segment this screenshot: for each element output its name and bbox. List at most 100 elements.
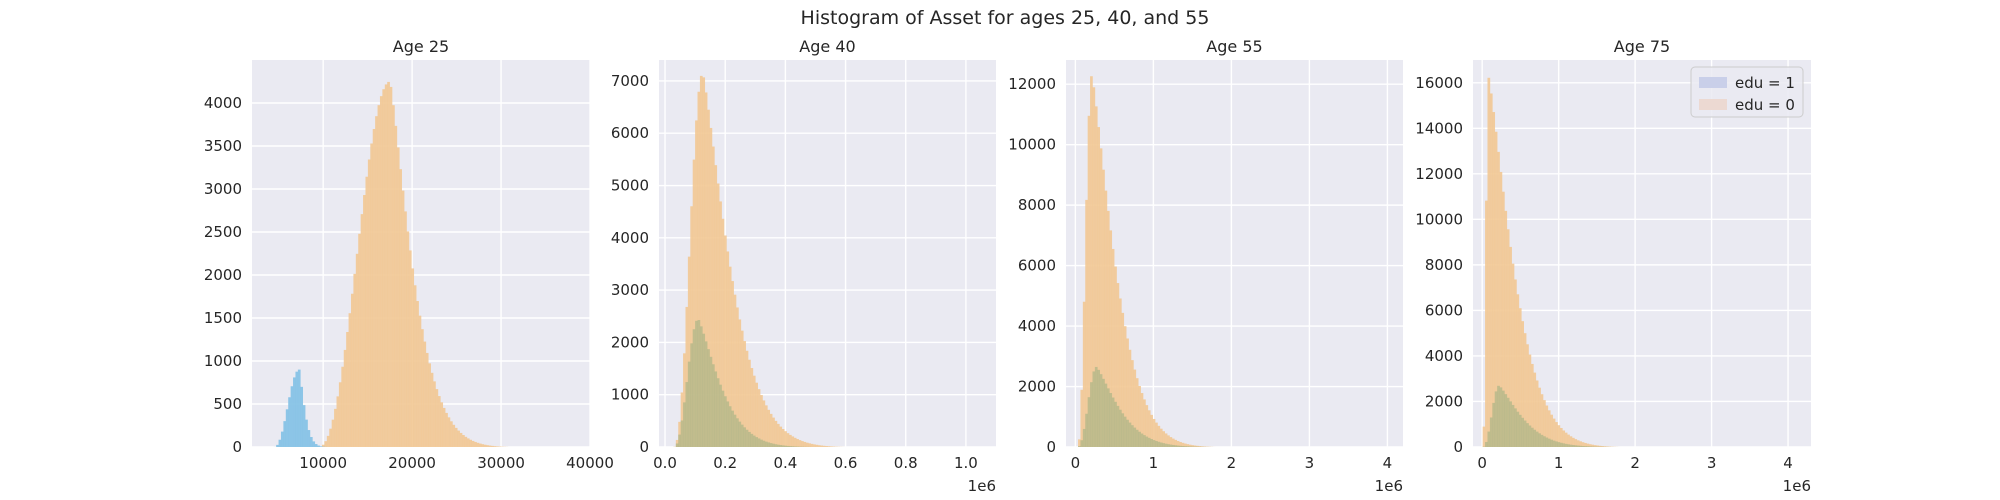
y-tick-label: 1500 [204, 309, 242, 327]
histogram-bar-edu0 [1159, 428, 1163, 447]
histogram-bar-edu0 [793, 437, 797, 447]
y-tick-label: 8000 [1018, 196, 1056, 214]
series-histogram-bar-edu1 [673, 320, 814, 447]
histogram-bar-edu0 [827, 446, 831, 447]
histogram-bar-edu0 [1487, 77, 1491, 448]
histogram-bar-edu0 [445, 412, 448, 447]
histogram-bar-edu0 [1581, 442, 1585, 447]
histogram-bar-edu1 [1509, 401, 1512, 447]
histogram-bar-edu1 [764, 441, 768, 447]
histogram-bar-edu1 [1485, 441, 1488, 447]
histogram-bar-edu0 [1082, 301, 1086, 447]
histogram-bar-edu0 [1123, 326, 1127, 447]
histogram-bar-edu1 [714, 371, 718, 447]
histogram-bar-edu1 [685, 382, 689, 447]
histogram-bar-edu0 [1584, 442, 1587, 447]
series-histogram-bar-edu1 [1482, 385, 1619, 447]
histogram-bar-edu1 [1157, 441, 1161, 447]
histogram-bar-edu0 [370, 143, 374, 447]
histogram-bar-edu1 [1504, 394, 1508, 447]
histogram-bar-edu0 [1571, 437, 1575, 447]
histogram-bar-edu0 [796, 439, 799, 447]
histogram-bar-edu1 [678, 434, 681, 447]
histogram-bar-edu0 [437, 396, 441, 447]
histogram-bar-edu1 [757, 438, 761, 447]
x-tick-label: 40000 [566, 454, 614, 472]
histogram-bar-edu1 [1094, 366, 1098, 447]
histogram-bar-edu0 [810, 443, 814, 447]
histogram-bar-edu0 [748, 359, 751, 447]
histogram-bar-edu0 [1521, 321, 1524, 447]
histogram-bar-edu0 [1501, 191, 1505, 447]
histogram-bar-edu1 [1516, 411, 1520, 447]
histogram-bar-edu1 [1526, 423, 1529, 447]
x-tick-label: 10000 [299, 454, 347, 472]
histogram-bar-edu0 [1157, 425, 1161, 447]
x-axis-offset-label: 1e6 [1375, 477, 1403, 495]
histogram-bar-edu0 [825, 446, 828, 447]
histogram-bar-edu1 [1111, 397, 1115, 447]
histogram-bar-edu0 [697, 91, 701, 447]
histogram-bar-edu0 [1526, 344, 1529, 447]
histogram-bar-edu0 [1147, 410, 1151, 447]
histogram-bar-edu0 [462, 435, 465, 447]
histogram-bar-edu0 [404, 211, 407, 447]
histogram-bar-edu0 [786, 433, 790, 447]
histogram-bar-edu0 [399, 169, 402, 447]
x-tick-label: 0 [1071, 454, 1081, 472]
histogram-bar-edu0 [1543, 400, 1546, 447]
histogram-bar-edu0 [1511, 263, 1515, 447]
histogram-bar-edu0 [1195, 445, 1199, 447]
histogram-bar-edu0 [772, 417, 775, 447]
legend-swatch [1699, 77, 1727, 88]
y-tick-label: 3000 [204, 180, 242, 198]
y-tick-label: 3000 [611, 281, 649, 299]
histogram-bar-edu1 [736, 418, 739, 447]
histogram-bar-edu0 [406, 231, 410, 447]
histogram-bar-edu0 [776, 423, 780, 447]
histogram-bar-edu0 [714, 165, 718, 447]
histogram-bar-edu0 [1579, 441, 1582, 447]
histogram-bar-edu1 [728, 406, 732, 447]
histogram-bar-edu1 [283, 421, 287, 447]
histogram-bar-edu0 [711, 146, 715, 448]
x-tick-label: 3 [1707, 454, 1717, 472]
histogram-bar-edu0 [452, 424, 456, 447]
histogram-bar-edu1 [1501, 390, 1505, 447]
histogram-bar-edu0 [1138, 385, 1141, 447]
histogram-bar-edu0 [781, 429, 785, 447]
histogram-bar-edu1 [699, 326, 703, 447]
histogram-bar-edu0 [454, 427, 458, 447]
histogram-bar-edu0 [769, 413, 773, 447]
histogram-bar-edu0 [334, 408, 337, 447]
histogram-bar-edu0 [1552, 418, 1556, 447]
histogram-bar-edu1 [1176, 445, 1180, 447]
y-tick-label: 12000 [1415, 165, 1463, 183]
histogram-bar-edu0 [353, 273, 357, 447]
histogram-bar-edu0 [1603, 446, 1607, 447]
histogram-bar-edu1 [1116, 405, 1120, 447]
x-tick-label: 4 [1783, 454, 1793, 472]
histogram-bar-edu0 [1152, 418, 1156, 447]
histogram-bar-edu0 [1174, 439, 1178, 447]
histogram-bar-edu0 [1598, 445, 1602, 447]
series-histogram-bar-edu0 [1482, 77, 1621, 448]
histogram-bar-edu1 [1581, 446, 1585, 447]
y-tick-label: 4000 [611, 229, 649, 247]
x-axis-offset-label: 1e6 [968, 477, 996, 495]
histogram-bar-edu0 [743, 341, 746, 447]
histogram-bar-edu0 [817, 445, 821, 447]
y-tick-label: 16000 [1415, 74, 1463, 92]
histogram-bar-edu0 [1097, 127, 1100, 448]
histogram-bar-edu0 [1547, 410, 1551, 447]
histogram-bar-edu1 [305, 419, 308, 447]
histogram-bar-edu0 [813, 444, 816, 447]
histogram-bar-edu0 [367, 159, 371, 448]
histogram-bar-edu0 [1145, 405, 1149, 447]
legend: edu = 1 edu = 0 [1690, 66, 1804, 118]
histogram-bar-edu0 [1506, 229, 1510, 447]
histogram-bar-edu0 [1080, 389, 1084, 447]
histogram-bar-edu1 [1523, 420, 1527, 447]
histogram-bar-edu1 [309, 437, 313, 447]
histogram-bar-edu0 [377, 105, 381, 447]
